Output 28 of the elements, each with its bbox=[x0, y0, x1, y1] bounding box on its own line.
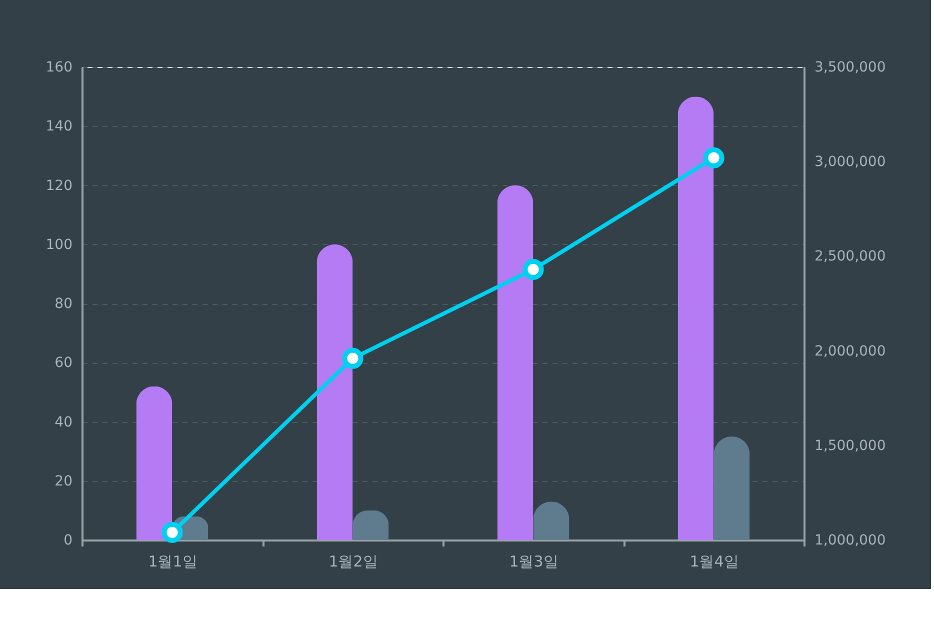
y-tick-label: 0 bbox=[64, 532, 72, 548]
x-tick-label: 1월2일 bbox=[328, 552, 378, 570]
x-tick-label: 1월4일 bbox=[690, 552, 739, 570]
y-tick-label: 80 bbox=[54, 296, 72, 312]
point bbox=[703, 147, 724, 168]
y2-tick-label: 1,000,000 bbox=[814, 532, 886, 548]
bar bbox=[136, 386, 172, 540]
y2-tick-label: 2,500,000 bbox=[814, 248, 886, 265]
y-tick-label: 20 bbox=[54, 473, 72, 490]
y2-tick-label: 1,500,000 bbox=[814, 438, 886, 454]
point bbox=[162, 522, 183, 543]
x-tick-label: 1월3일 bbox=[509, 552, 558, 570]
y2-tick-label: 2,000,000 bbox=[814, 343, 886, 360]
bar bbox=[497, 185, 534, 540]
bar bbox=[714, 436, 750, 540]
y-tick-label: 40 bbox=[54, 414, 72, 430]
y-tick-label: 60 bbox=[54, 355, 72, 372]
bar bbox=[316, 244, 353, 540]
point bbox=[342, 348, 364, 369]
bar bbox=[678, 96, 714, 540]
x-tick-label: 1월1일 bbox=[148, 552, 198, 570]
y2-tick-label: 3,000,000 bbox=[814, 154, 886, 170]
y2-tick-label: 3,500,000 bbox=[814, 60, 886, 76]
point bbox=[522, 258, 544, 280]
y-tick-label: 140 bbox=[46, 118, 72, 135]
y-tick-label: 120 bbox=[46, 178, 72, 194]
y-tick-label: 100 bbox=[46, 236, 72, 253]
y-tick-label: 160 bbox=[46, 60, 72, 76]
